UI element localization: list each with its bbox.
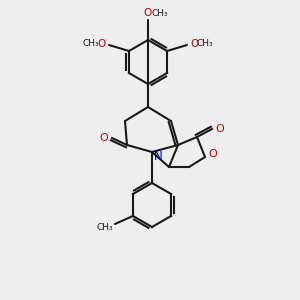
Text: CH₃: CH₃ xyxy=(197,40,213,49)
Text: CH₃: CH₃ xyxy=(82,40,99,49)
Text: O: O xyxy=(98,39,106,49)
Text: O: O xyxy=(216,124,224,134)
Text: CH₃: CH₃ xyxy=(152,8,168,17)
Text: O: O xyxy=(144,8,152,18)
Text: O: O xyxy=(208,149,217,159)
Text: O: O xyxy=(100,133,108,143)
Text: N: N xyxy=(154,151,162,164)
Text: O: O xyxy=(190,39,198,49)
Text: CH₃: CH₃ xyxy=(97,224,113,232)
